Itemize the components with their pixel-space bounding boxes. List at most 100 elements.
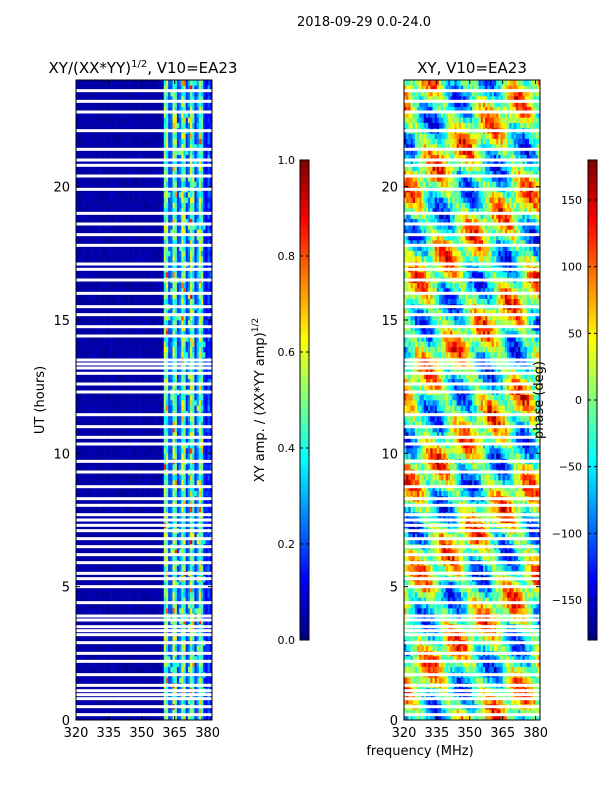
heatmap-cell xyxy=(159,394,162,401)
heatmap-cell xyxy=(135,432,138,438)
heatmap-cell xyxy=(86,645,90,651)
heatmap-cell xyxy=(84,426,88,433)
heatmap-cell xyxy=(146,533,149,539)
heatmap-cell xyxy=(78,432,81,438)
heatmap-cell xyxy=(181,384,184,390)
heatmap-cell xyxy=(154,384,158,390)
heatmap-cell xyxy=(146,288,149,294)
heatmap-cell xyxy=(76,378,79,385)
heatmap-cell xyxy=(128,336,132,342)
heatmap-cell xyxy=(128,586,132,593)
heatmap-cell xyxy=(168,400,171,406)
heatmap-cell xyxy=(207,709,211,715)
heatmap-cell xyxy=(194,549,197,555)
heatmap-cell xyxy=(159,549,162,555)
heatmap-cell xyxy=(181,373,184,379)
heatmap-cell xyxy=(93,330,97,337)
heatmap-cell xyxy=(91,533,94,539)
heatmap-cell xyxy=(176,490,180,497)
heatmap-cell xyxy=(139,597,143,603)
heatmap-cell xyxy=(185,586,189,593)
heatmap-cell xyxy=(106,298,110,305)
heatmap-cell xyxy=(122,384,125,390)
heatmap-cell xyxy=(133,592,136,598)
heatmap-cell xyxy=(176,464,180,470)
heatmap-cell xyxy=(203,474,206,481)
heatmap-cell xyxy=(130,330,134,337)
heatmap-cell xyxy=(183,709,186,715)
heatmap-cell xyxy=(108,677,112,683)
heatmap-cell xyxy=(161,416,165,422)
heatmap-cell xyxy=(194,586,197,593)
heatmap-cell xyxy=(201,698,204,705)
heatmap-cell xyxy=(135,538,138,545)
heatmap-cell xyxy=(194,506,197,513)
heatmap-cell xyxy=(183,549,186,555)
heatmap-cell xyxy=(141,677,145,683)
heatmap-cell xyxy=(102,368,105,374)
heatmap-cell xyxy=(128,645,132,651)
heatmap-cell xyxy=(179,437,182,443)
heatmap-cell xyxy=(196,480,200,486)
heatmap-cell xyxy=(86,714,90,720)
heatmap-cell xyxy=(93,341,97,347)
heatmap-cell xyxy=(207,346,211,353)
heatmap-cell xyxy=(80,677,83,683)
heatmap-cell xyxy=(139,661,143,667)
heatmap-cell xyxy=(198,698,202,705)
heatmap-cell xyxy=(185,384,189,390)
heatmap-cell xyxy=(157,677,160,683)
heatmap-cell xyxy=(119,336,123,342)
heatmap-cell xyxy=(137,554,140,561)
heatmap-cell xyxy=(148,554,151,561)
heatmap-cell xyxy=(172,378,176,385)
heatmap-cell xyxy=(187,634,191,641)
heatmap-cell xyxy=(144,597,147,603)
heatmap-cell xyxy=(165,384,169,390)
heatmap-cell xyxy=(165,645,169,651)
heatmap-cell xyxy=(207,336,211,342)
heatmap-cell xyxy=(161,586,165,593)
heatmap-cell xyxy=(133,666,136,673)
heatmap-cell xyxy=(144,421,147,427)
heatmap-cell xyxy=(196,432,200,438)
heatmap-cell xyxy=(209,581,212,587)
heatmap-cell xyxy=(76,314,79,321)
heatmap-cell xyxy=(209,298,212,305)
heatmap-cell xyxy=(78,474,81,481)
heatmap-cell xyxy=(192,656,195,662)
heatmap-cell xyxy=(100,314,103,321)
heatmap-cell xyxy=(97,346,101,353)
heatmap-cell xyxy=(209,490,212,497)
heatmap-cell xyxy=(141,320,145,326)
heatmap-cell xyxy=(111,661,114,667)
heatmap-cell xyxy=(165,432,169,438)
heatmap-cell xyxy=(97,437,101,443)
heatmap-cell xyxy=(157,645,160,651)
heatmap-cell xyxy=(157,394,160,401)
heatmap-cell xyxy=(137,293,140,299)
heatmap-cell xyxy=(78,597,81,603)
heatmap-cell xyxy=(78,666,81,673)
heatmap-cell xyxy=(176,709,180,715)
heatmap-cell xyxy=(117,597,121,603)
heatmap-cell xyxy=(170,554,173,561)
heatmap-cell xyxy=(82,714,86,720)
heatmap-cell xyxy=(192,661,195,667)
heatmap-cell xyxy=(165,581,169,587)
heatmap-cell xyxy=(174,480,178,486)
heatmap-cell xyxy=(84,437,88,443)
heatmap-cell xyxy=(174,341,178,347)
heatmap-cell xyxy=(205,709,208,715)
heatmap-cell xyxy=(179,677,182,683)
heatmap-cell xyxy=(196,464,200,470)
heatmap-cell xyxy=(159,581,162,587)
heatmap-cell xyxy=(185,581,189,587)
heatmap-cell xyxy=(163,298,167,305)
heatmap-cell xyxy=(80,421,83,427)
heatmap-cell xyxy=(161,480,165,486)
heatmap-cell xyxy=(152,533,156,539)
heatmap-cell xyxy=(163,677,167,683)
heatmap-cell xyxy=(161,405,165,411)
heatmap-cell xyxy=(201,586,204,593)
